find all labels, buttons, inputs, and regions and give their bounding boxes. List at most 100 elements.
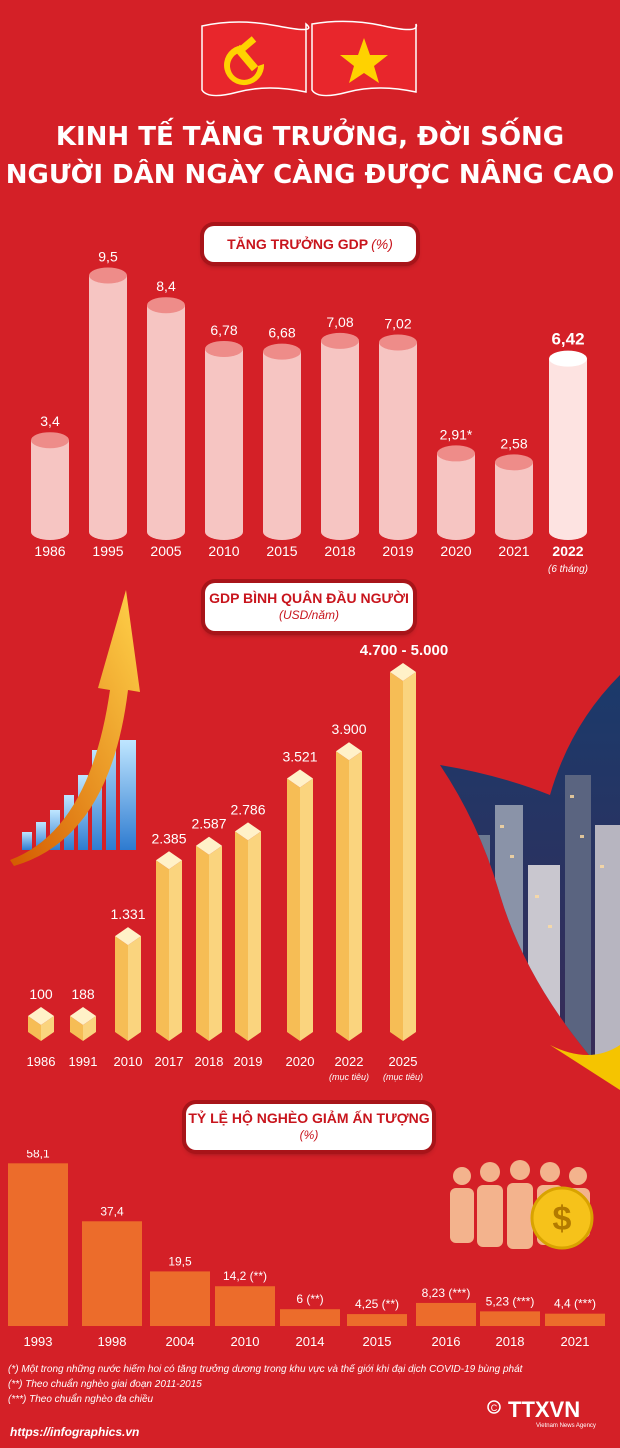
gdppc-bar-left — [390, 672, 403, 1041]
gdp-value-label: 6,42 — [551, 330, 584, 349]
poverty-category-label: 2014 — [296, 1334, 325, 1349]
gdppc-bar-2020 — [287, 769, 313, 1041]
page-title: KINH TẾ TĂNG TRƯỞNG, ĐỜI SỐNG NGƯỜI DÂN … — [0, 118, 620, 194]
title-line-1: KINH TẾ TĂNG TRƯỞNG, ĐỜI SỐNG — [55, 122, 565, 152]
poverty-bar-2010 — [215, 1286, 275, 1326]
gdp-value-label: 2,91* — [440, 426, 473, 442]
gdppc-bar-left — [336, 751, 349, 1041]
gdppc-category-label: 2018 — [195, 1054, 224, 1069]
gdppc-bar-left — [235, 831, 248, 1041]
gdppc-bar-right — [300, 778, 313, 1041]
poverty-category-label: 2015 — [363, 1334, 392, 1349]
gdppc-bar-2010 — [115, 927, 141, 1041]
gdp-category-label: 2018 — [324, 543, 355, 559]
gdppc-bar-top — [336, 742, 362, 761]
gdppc-bar-2018 — [196, 836, 222, 1041]
gdp-value-label: 6,78 — [210, 322, 237, 338]
gdppc-value-label: 100 — [29, 986, 53, 1002]
poverty-bar-2016 — [416, 1302, 476, 1326]
gdp-growth-chart: 3,4 1986 9,5 1995 8,4 2005 6,78 2010 6,68 2015 7,0… — [31, 249, 588, 575]
gdp-bar-body — [437, 453, 475, 540]
gdp-value-label: 9,5 — [98, 249, 118, 265]
poverty-category-label: 1993 — [24, 1334, 53, 1349]
footnote-1: (*) Một trong những nước hiếm hoi có tăn… — [8, 1364, 523, 1375]
gdp-bar-body — [321, 340, 359, 540]
gdp-bar-body — [31, 440, 69, 540]
poverty-bar-2015 — [347, 1314, 407, 1326]
gdp-per-capita-heading: GDP BÌNH QUÂN ĐẦU NGƯỜI (USD/năm) — [205, 583, 413, 631]
poverty-rate-unit: (%) — [299, 1128, 319, 1142]
gdp-category-label: 1995 — [92, 543, 123, 559]
gdp-category-label: 2022 — [552, 543, 583, 559]
hammer-sickle-icon — [224, 36, 265, 86]
gdppc-bar-left — [196, 845, 209, 1041]
gdppc-bar-right — [83, 1016, 96, 1041]
city-illustration — [440, 675, 620, 1090]
poverty-value-label: 14,2 (**) — [223, 1269, 267, 1283]
gdp-bar-body — [379, 342, 417, 540]
gdppc-bar-top — [70, 1007, 96, 1025]
gdppc-bar-left — [70, 1016, 83, 1041]
footnote-3: (***) Theo chuẩn nghèo đa chiều — [8, 1394, 154, 1405]
poverty-bar-2021 — [545, 1313, 605, 1326]
gdppc-value-label: 188 — [71, 986, 95, 1002]
source-link[interactable]: https://infographics.vn — [10, 1425, 140, 1439]
gdp-value-label: 2,58 — [500, 435, 527, 451]
gdppc-bar-top — [115, 927, 141, 946]
gdppc-category-label: 1991 — [69, 1054, 98, 1069]
gdppc-category-label: 2019 — [234, 1054, 263, 1069]
gdppc-value-label: 2.786 — [230, 801, 265, 817]
gdppc-bar-2017 — [156, 851, 182, 1041]
gdppc-value-label: 2.385 — [151, 830, 186, 846]
gdppc-bar-right — [41, 1016, 54, 1041]
gdppc-bar-top — [156, 851, 182, 870]
gdp-value-label: 7,08 — [326, 314, 353, 330]
gdppc-value-label: 1.331 — [110, 906, 145, 922]
poverty-category-label: 2018 — [496, 1334, 525, 1349]
gdppc-bar-left — [287, 778, 300, 1041]
gdp-category-label: 2019 — [382, 543, 413, 559]
logo-subtitle: Vietnam News Agency — [536, 1423, 596, 1429]
party-flag — [201, 21, 310, 97]
poverty-value-label: 4,4 (***) — [554, 1297, 596, 1311]
gdp-per-capita-title: GDP BÌNH QUÂN ĐẦU NGƯỜI — [209, 590, 409, 606]
gdppc-bar-top — [235, 822, 261, 841]
gdp-bar-body — [495, 462, 533, 540]
poverty-value-label: 37,4 — [100, 1204, 124, 1218]
gdp-bar-top — [495, 454, 533, 471]
gdp-bar-top — [263, 343, 301, 360]
gdp-bar-top — [89, 267, 127, 284]
gdppc-category-label: 2017 — [155, 1054, 184, 1069]
gdppc-category-label: 2020 — [286, 1054, 315, 1069]
poverty-category-label: 1998 — [98, 1334, 127, 1349]
gdppc-bar-right — [209, 845, 222, 1041]
arrow-icon — [10, 590, 140, 866]
gdppc-bar-right — [349, 751, 362, 1041]
gdp-bar-body — [89, 275, 127, 540]
gdppc-value-label: 3.900 — [331, 721, 366, 737]
gdp-category-label: 2015 — [266, 543, 297, 559]
gdppc-bar-left — [28, 1016, 41, 1041]
gdp-category-label: 2021 — [498, 543, 529, 559]
svg-text:C: C — [491, 1403, 498, 1413]
gdp-bar-top — [205, 340, 243, 357]
gdp-bar-1995 — [89, 267, 127, 540]
poverty-category-label: 2010 — [231, 1334, 260, 1349]
gdp-bar-top — [379, 334, 417, 351]
gdp-growth-heading: TĂNG TRƯỞNG GDP (%) — [204, 226, 416, 262]
gdp-bar-top — [321, 332, 359, 349]
gdppc-bar-top — [390, 663, 416, 681]
footnotes: (*) Một trong những nước hiếm hoi có tăn… — [8, 1362, 608, 1407]
gdppc-category-label: 2025 — [389, 1054, 418, 1069]
gdp-bar-2015 — [263, 343, 301, 540]
gdppc-category-label: 2010 — [114, 1054, 143, 1069]
gdp-bar-2020 — [437, 445, 475, 540]
gdp-bar-2022 — [549, 350, 587, 540]
poverty-value-label: 6 (**) — [296, 1292, 323, 1306]
poverty-rate-chart: 58,1 1993 37,4 1998 19,5 2004 14,2 (**) 2010 6 (… — [8, 1150, 605, 1349]
gdp-bar-body — [147, 305, 185, 540]
gdppc-bar-top — [196, 836, 222, 855]
gdppc-bar-2019 — [235, 822, 261, 1041]
poverty-bar-1993 — [8, 1163, 68, 1326]
gdp-bar-2019 — [379, 334, 417, 540]
